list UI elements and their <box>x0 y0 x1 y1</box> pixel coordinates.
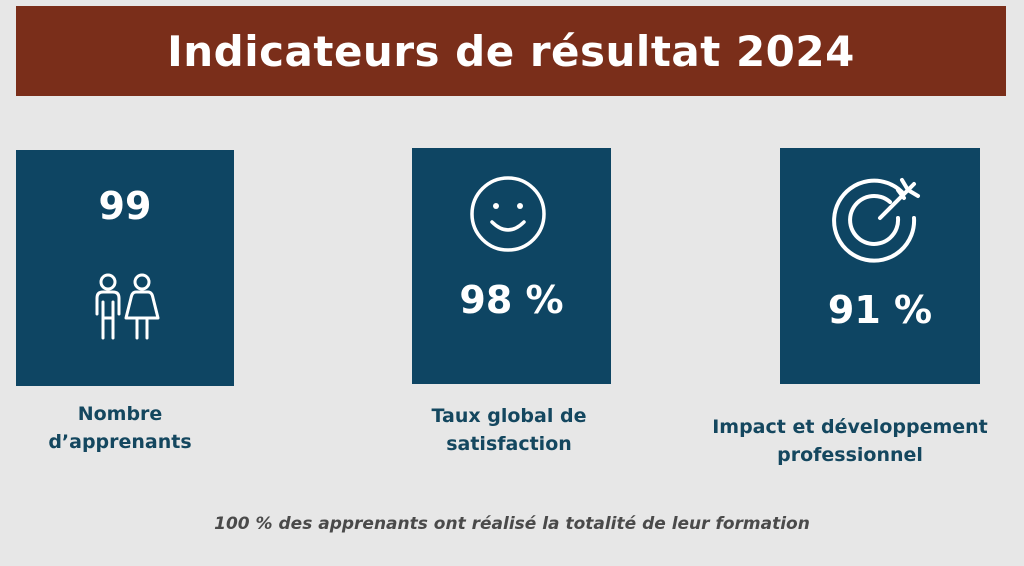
card-satisfaction: 98 % <box>412 148 611 384</box>
learners-label-line1: Nombre <box>77 403 163 425</box>
learners-label: Nombre d’apprenants <box>40 400 200 456</box>
impact-label-line2: professionnel <box>777 444 923 466</box>
impact-label: Impact et développement professionnel <box>700 413 1000 469</box>
learners-count: 99 <box>98 184 152 228</box>
learners-label-line2: d’apprenants <box>48 431 192 453</box>
satisfaction-label-line2: satisfaction <box>446 433 572 455</box>
satisfaction-label: Taux global de satisfaction <box>404 402 614 458</box>
satisfaction-label-line1: Taux global de <box>431 405 587 427</box>
footer-note: 100 % des apprenants ont réalisé la tota… <box>214 514 810 534</box>
people-icon <box>95 273 160 340</box>
satisfaction-rate: 98 % <box>459 278 564 322</box>
page-title: Indicateurs de résultat 2024 <box>167 26 855 76</box>
smiley-icon <box>470 176 546 252</box>
card-learners: 99 <box>16 150 234 386</box>
card-impact: 91 % <box>780 148 980 384</box>
title-banner: Indicateurs de résultat 2024 <box>16 6 1006 96</box>
target-icon <box>832 178 920 263</box>
impact-label-line1: Impact et développement <box>712 416 988 438</box>
impact-rate: 91 % <box>827 288 933 332</box>
